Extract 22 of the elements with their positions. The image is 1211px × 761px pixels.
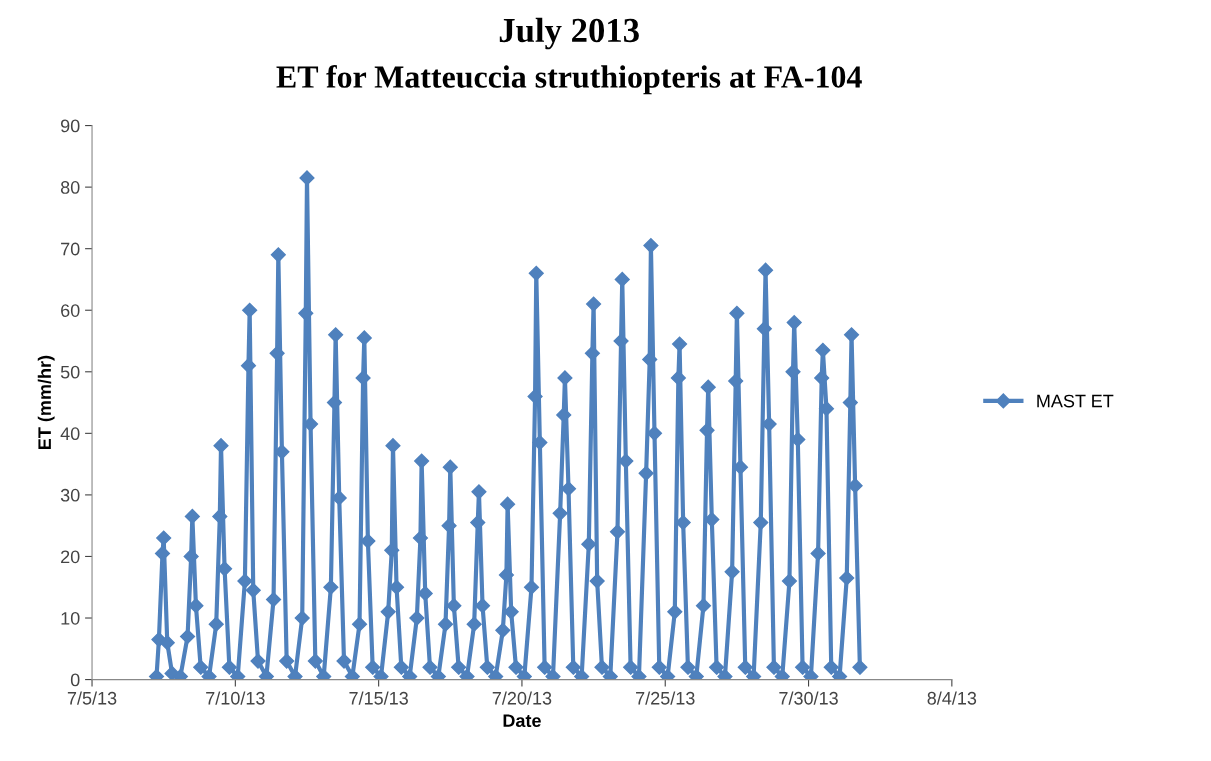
legend-label: MAST ET xyxy=(1037,394,1114,408)
y-axis-title: ET (mm/hr) xyxy=(37,355,55,450)
y-tick-label: 40 xyxy=(60,427,80,441)
y-tick-label: 30 xyxy=(60,488,80,502)
x-tick-label: 7/10/13 xyxy=(206,691,265,705)
y-tick-label: 50 xyxy=(60,365,80,379)
chart-subtitle: ET for Matteuccia struthiopteris at FA-104 xyxy=(276,65,862,95)
y-tick-label: 90 xyxy=(61,119,80,133)
x-tick-label: 7/20/13 xyxy=(492,691,552,705)
y-tick-label: 60 xyxy=(61,304,80,317)
y-tick-label: 20 xyxy=(61,550,80,564)
chart-title: July 2013 xyxy=(499,17,639,50)
x-tick-label: 8/4/13 xyxy=(927,691,977,705)
x-tick-label: 7/30/13 xyxy=(779,691,838,705)
x-tick-label: 7/5/13 xyxy=(67,691,117,705)
x-axis-title: Date xyxy=(503,714,541,728)
y-tick-label: 10 xyxy=(61,611,80,625)
y-tick-label: 80 xyxy=(60,181,80,194)
y-tick-label: 0 xyxy=(70,673,80,687)
x-tick-label: 7/15/13 xyxy=(349,691,408,705)
y-tick-label: 70 xyxy=(61,242,80,256)
x-tick-label: 7/25/13 xyxy=(636,691,695,705)
